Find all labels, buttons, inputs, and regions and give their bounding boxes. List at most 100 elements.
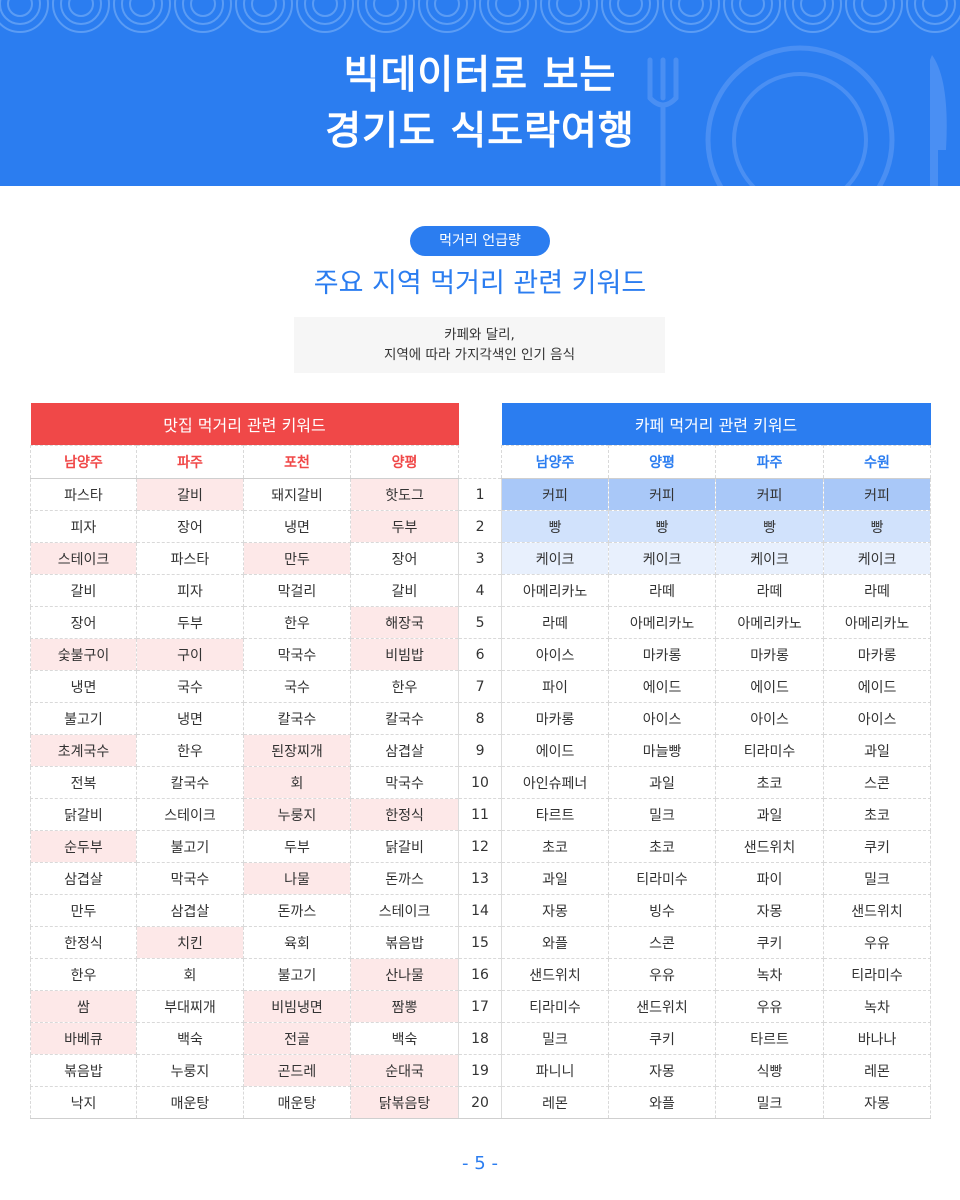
rank-number: 3 [458,542,503,575]
rank-number: 14 [458,894,503,927]
rank-number: 16 [458,958,503,991]
cafe-keyword-cell: 케이크 [501,542,610,575]
restaurant-keyword-cell: 막국수 [349,766,460,799]
cafe-keyword-cell: 케이크 [823,542,932,575]
table-row: 파스타 갈비 돼지갈비 핫도그 1 커피 커피 커피 커피 [30,478,932,511]
cafe-keyword-cell: 초코 [608,830,717,863]
restaurant-keyword-cell: 삼겹살 [349,734,460,767]
restaurant-keyword-cell: 불고기 [243,958,351,991]
plate-fork-knife-icon [647,45,947,186]
restaurant-keyword-cell: 치킨 [136,926,244,959]
restaurant-keyword-cell: 불고기 [136,830,244,863]
cafe-keyword-cell: 아이스 [501,638,610,671]
restaurant-keyword-cell: 해장국 [349,606,460,639]
cafe-keyword-cell: 라떼 [823,574,932,607]
table-row: 닭갈비 스테이크 누룽지 한정식 11 타르트 밀크 과일 초코 [30,798,932,831]
restaurant-keyword-cell: 장어 [136,510,244,543]
table-row: 볶음밥 누룽지 곤드레 순대국 19 파니니 자몽 식빵 레몬 [30,1054,932,1087]
cafe-keyword-cell: 에이드 [608,670,717,703]
restaurant-keyword-cell: 부대찌개 [136,990,244,1023]
restaurant-keyword-cell: 삼겹살 [136,894,244,927]
cafe-keyword-cell: 샌드위치 [715,830,825,863]
cafe-keyword-cell: 우유 [823,926,932,959]
cafe-keyword-cell: 과일 [823,734,932,767]
restaurant-keyword-cell: 한우 [243,606,351,639]
table-row: 낙지 매운탕 매운탕 닭볶음탕 20 레몬 와플 밀크 자몽 [30,1086,932,1119]
rank-number: 8 [458,702,503,735]
cafe-keyword-cell: 케이크 [715,542,825,575]
restaurant-keyword-cell: 비빔냉면 [243,990,351,1023]
restaurant-region-header: 파주 [136,445,244,479]
cafe-table-title: 카페 먹거리 관련 키워드 [501,403,931,446]
cafe-keyword-cell: 과일 [501,862,610,895]
restaurant-keyword-cell: 파스타 [30,478,137,511]
restaurant-keyword-cell: 갈비 [136,478,244,511]
rank-number: 10 [458,766,503,799]
restaurant-keyword-cell: 나물 [243,862,351,895]
restaurant-keyword-cell: 두부 [243,830,351,863]
title-line-2: 경기도 식도락여행 [325,109,635,154]
restaurant-table-title: 맛집 먹거리 관련 키워드 [30,403,459,446]
cafe-keyword-cell: 타르트 [715,1022,825,1055]
cafe-keyword-cell: 레몬 [823,1054,932,1087]
cafe-keyword-cell: 밀크 [715,1086,825,1119]
rank-number: 5 [458,606,503,639]
cafe-keyword-cell: 마카롱 [715,638,825,671]
cafe-region-header: 수원 [823,445,932,479]
cafe-keyword-cell: 티라미수 [715,734,825,767]
restaurant-keyword-cell: 백숙 [136,1022,244,1055]
restaurant-keyword-cell: 스테이크 [349,894,460,927]
restaurant-keyword-cell: 누룽지 [243,798,351,831]
cafe-keyword-cell: 파니니 [501,1054,610,1087]
restaurant-region-header: 양평 [349,445,460,479]
restaurant-keyword-cell: 전복 [30,766,137,799]
table-row: 한정식 치킨 육회 볶음밥 15 와플 스콘 쿠키 우유 [30,926,932,959]
cafe-keyword-cell: 레몬 [501,1086,610,1119]
restaurant-region-header: 포천 [243,445,351,479]
restaurant-keyword-cell: 회 [136,958,244,991]
restaurant-keyword-cell: 전골 [243,1022,351,1055]
cafe-keyword-cell: 티라미수 [608,862,717,895]
restaurant-keyword-cell: 한우 [349,670,460,703]
restaurant-keyword-cell: 국수 [243,670,351,703]
restaurant-keyword-cell: 닭갈비 [349,830,460,863]
cafe-keyword-cell: 쿠키 [608,1022,717,1055]
cafe-keyword-cell: 우유 [715,990,825,1023]
note-line-1: 카페와 달리, [444,327,515,343]
cafe-keyword-cell: 아인슈페너 [501,766,610,799]
cafe-keyword-cell: 마카롱 [608,638,717,671]
cafe-keyword-cell: 빵 [823,510,932,543]
restaurant-keyword-cell: 칼국수 [136,766,244,799]
rank-number: 6 [458,638,503,671]
restaurant-keyword-cell: 만두 [243,542,351,575]
restaurant-keyword-cell: 피자 [30,510,137,543]
cafe-keyword-cell: 샌드위치 [501,958,610,991]
cafe-keyword-cell: 쿠키 [715,926,825,959]
cafe-keyword-cell: 녹차 [715,958,825,991]
restaurant-keyword-cell: 쌈 [30,990,137,1023]
cafe-keyword-cell: 티라미수 [823,958,932,991]
cafe-region-header: 남양주 [501,445,610,479]
keyword-table: 맛집 먹거리 관련 키워드 카페 먹거리 관련 키워드 남양주 파주 포천 양평… [30,403,932,1119]
cafe-keyword-cell: 아메리카노 [823,606,932,639]
restaurant-keyword-cell: 칼국수 [349,702,460,735]
cafe-keyword-cell: 타르트 [501,798,610,831]
cafe-keyword-cell: 케이크 [608,542,717,575]
restaurant-keyword-cell: 매운탕 [243,1086,351,1119]
restaurant-keyword-cell: 순대국 [349,1054,460,1087]
cafe-keyword-cell: 티라미수 [501,990,610,1023]
cafe-keyword-cell: 와플 [501,926,610,959]
restaurant-keyword-cell: 장어 [30,606,137,639]
cafe-keyword-cell: 마늘빵 [608,734,717,767]
cafe-keyword-cell: 초코 [715,766,825,799]
page-number: - 5 - [462,1153,498,1174]
restaurant-keyword-cell: 한정식 [30,926,137,959]
page-title: 빅데이터로 보는 경기도 식도락여행 [0,48,960,160]
cafe-keyword-cell: 식빵 [715,1054,825,1087]
cafe-keyword-cell: 에이드 [501,734,610,767]
cafe-keyword-cell: 쿠키 [823,830,932,863]
rank-number: 13 [458,862,503,895]
table-row: 쌈 부대찌개 비빔냉면 짬뽕 17 티라미수 샌드위치 우유 녹차 [30,990,932,1023]
cafe-keyword-cell: 빵 [715,510,825,543]
restaurant-keyword-cell: 돈까스 [243,894,351,927]
